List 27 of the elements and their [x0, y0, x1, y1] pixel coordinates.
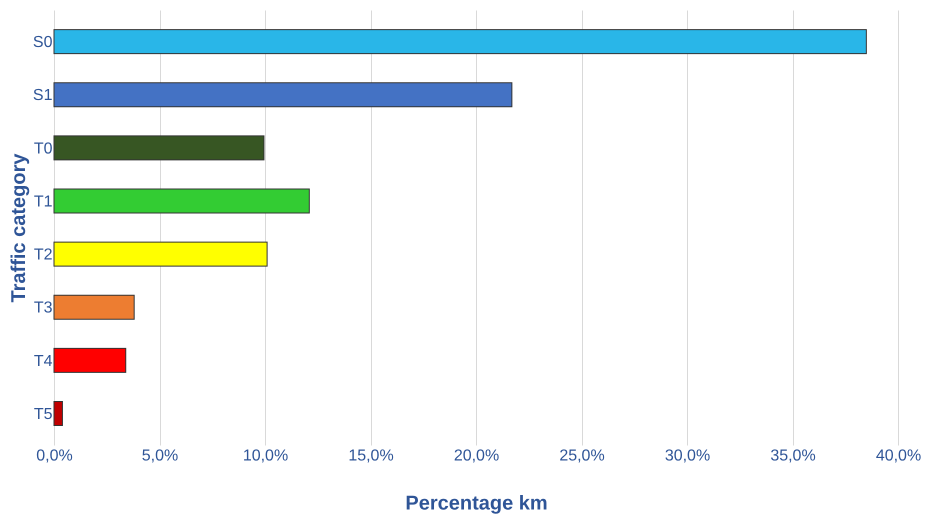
bar	[54, 400, 63, 426]
x-tick-label: 20,0%	[454, 448, 500, 464]
y-tick-label: T5	[34, 406, 53, 423]
x-tick-label: 30,0%	[664, 448, 710, 464]
y-tick-label: T1	[34, 193, 53, 210]
y-tick-label: S1	[32, 87, 53, 104]
bar	[54, 82, 512, 108]
x-tick-label: 10,0%	[242, 448, 288, 464]
bar	[54, 188, 310, 214]
y-tick-label: T2	[34, 246, 53, 264]
x-tick-label: 15,0%	[348, 448, 394, 464]
x-tick-label: 0,0%	[36, 448, 73, 464]
x-tick-label: 35,0%	[770, 448, 816, 464]
x-tick-label: 5,0%	[142, 448, 178, 464]
x-tick-label: 40,0%	[876, 448, 922, 464]
y-tick-label: T4	[34, 352, 53, 370]
bar	[54, 242, 268, 267]
bar	[54, 135, 264, 160]
y-axis-title: Traffic category	[8, 152, 30, 302]
bar	[54, 294, 135, 320]
bar	[54, 29, 867, 54]
x-tick-label: 25,0%	[559, 448, 605, 464]
y-tick-label: T0	[34, 140, 53, 158]
bar	[54, 348, 126, 373]
y-tick-label: S0	[32, 34, 53, 52]
x-axis-title: Percentage km	[405, 492, 548, 514]
y-tick-label: T3	[34, 300, 53, 317]
